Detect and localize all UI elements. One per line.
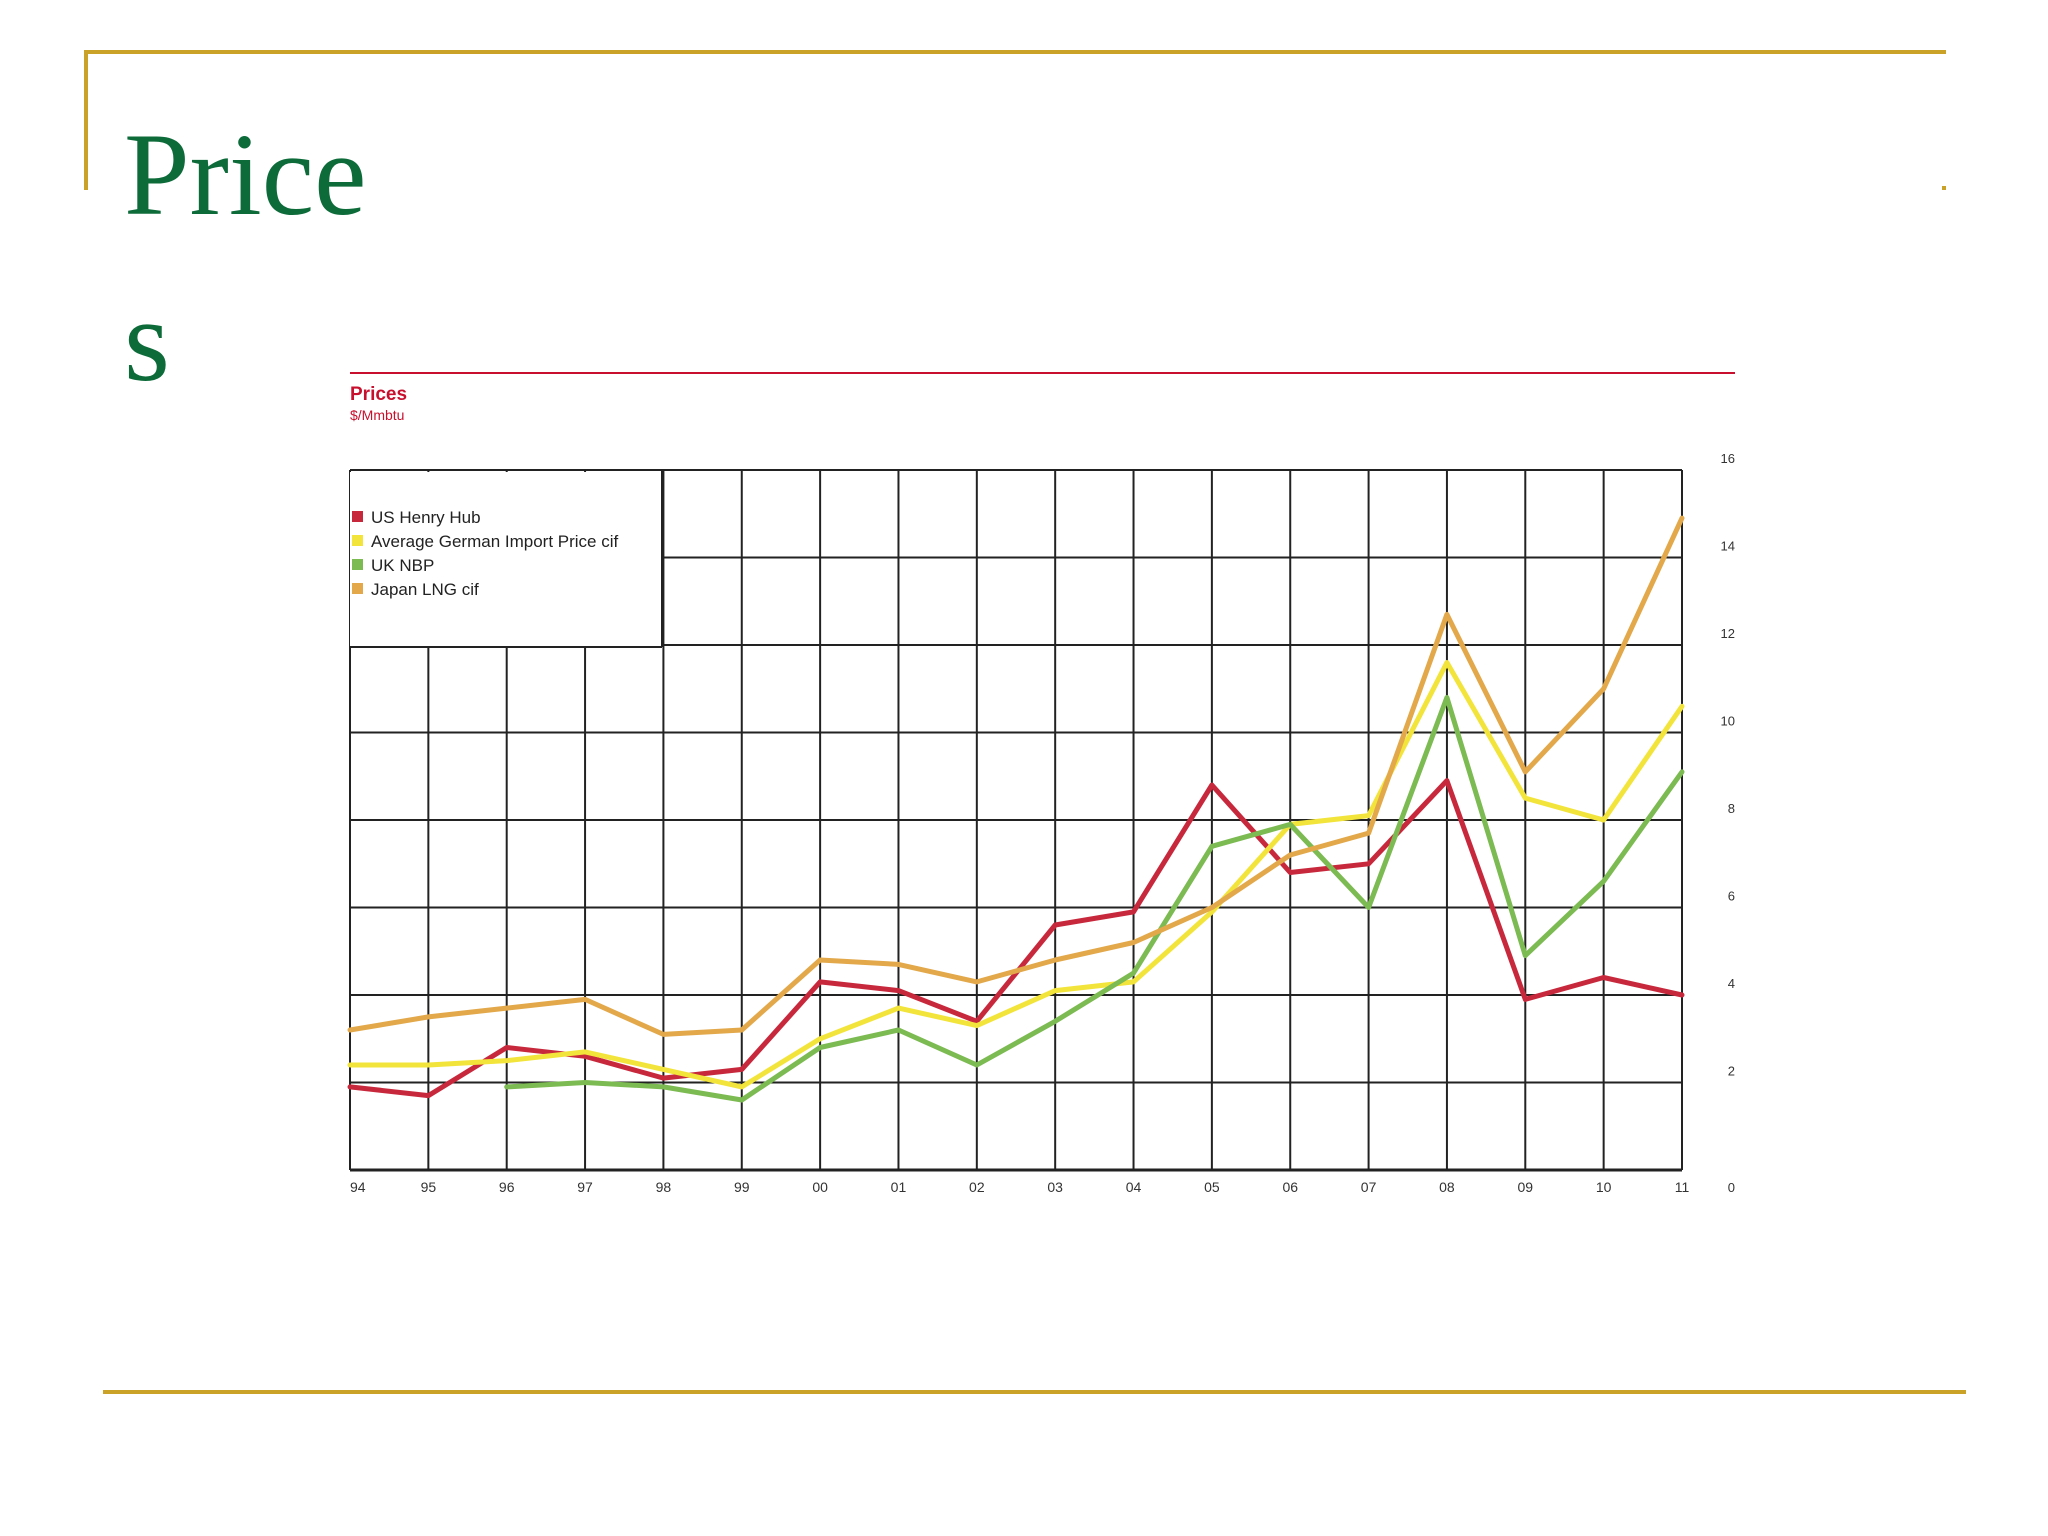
top-border-end-mark	[1942, 186, 1946, 190]
legend-swatch-us-henry-hub	[352, 511, 363, 522]
left-border-line	[84, 50, 88, 190]
chart-subtitle: $/Mmbtu	[350, 407, 404, 423]
y-axis-tick-labels: 16 14 12 10 8 6 4 2 0	[1721, 451, 1735, 1195]
legend-swatch-japan-lng-cif	[352, 583, 363, 594]
legend-label-average-german-import-price-cif: Average German Import Price cif	[371, 532, 618, 551]
series-line-us-henry-hub	[347, 778, 1685, 1099]
y-tick-label: 16	[1721, 451, 1735, 466]
x-tick-label: 06	[1282, 1179, 1298, 1195]
y-tick-label: 12	[1721, 626, 1735, 641]
x-tick-label: 09	[1518, 1179, 1534, 1195]
x-tick-label: 00	[812, 1179, 828, 1195]
series-line-average-german-import-price-cif	[347, 660, 1685, 1090]
top-border-line	[84, 50, 1946, 54]
x-tick-label: 10	[1596, 1179, 1612, 1195]
y-tick-label: 10	[1721, 714, 1735, 729]
chart-series-lines	[347, 515, 1685, 1103]
x-tick-label: 05	[1204, 1179, 1220, 1195]
legend-background	[350, 469, 663, 648]
x-tick-label: 97	[577, 1179, 593, 1195]
y-tick-label: 4	[1728, 976, 1735, 991]
x-axis-tick-labels: 94 95 96 97 98 99 00 01 02 03 04 05 06 07 08 09 10 11	[350, 1179, 1689, 1195]
x-tick-label: 98	[656, 1179, 672, 1195]
y-tick-label: 2	[1728, 1064, 1735, 1079]
series-line-uk-nbp	[504, 695, 1685, 1103]
x-tick-label: 11	[1675, 1179, 1690, 1195]
x-tick-label: 95	[421, 1179, 437, 1195]
series-line-japan-lng-cif	[347, 515, 1685, 1037]
y-tick-label: 0	[1728, 1180, 1735, 1195]
x-tick-label: 03	[1047, 1179, 1063, 1195]
slide-title: Prices	[124, 109, 367, 406]
y-tick-label: 8	[1728, 801, 1735, 816]
x-tick-label: 96	[499, 1179, 515, 1195]
x-tick-label: 04	[1126, 1179, 1142, 1195]
legend-swatch-average-german-import-price-cif	[352, 535, 363, 546]
x-tick-label: 08	[1439, 1179, 1455, 1195]
x-tick-label: 02	[969, 1179, 985, 1195]
legend-label-us-henry-hub: US Henry Hub	[371, 508, 481, 527]
x-tick-label: 94	[350, 1179, 366, 1195]
y-tick-label: 14	[1721, 539, 1735, 554]
chart-header: Prices $/Mmbtu	[350, 372, 1735, 423]
bottom-border-line	[103, 1390, 1966, 1394]
legend-label-uk-nbp: UK NBP	[371, 556, 434, 575]
x-tick-label: 07	[1361, 1179, 1377, 1195]
x-tick-label: 99	[734, 1179, 750, 1195]
x-tick-label: 01	[891, 1179, 907, 1195]
legend-box	[350, 472, 662, 647]
legend-swatch-uk-nbp	[352, 559, 363, 570]
chart-legend: US Henry Hub Average German Import Price …	[352, 508, 618, 599]
y-tick-label: 6	[1728, 889, 1735, 904]
chart-title: Prices	[350, 384, 407, 405]
legend-label-japan-lng-cif: Japan LNG cif	[371, 580, 479, 599]
